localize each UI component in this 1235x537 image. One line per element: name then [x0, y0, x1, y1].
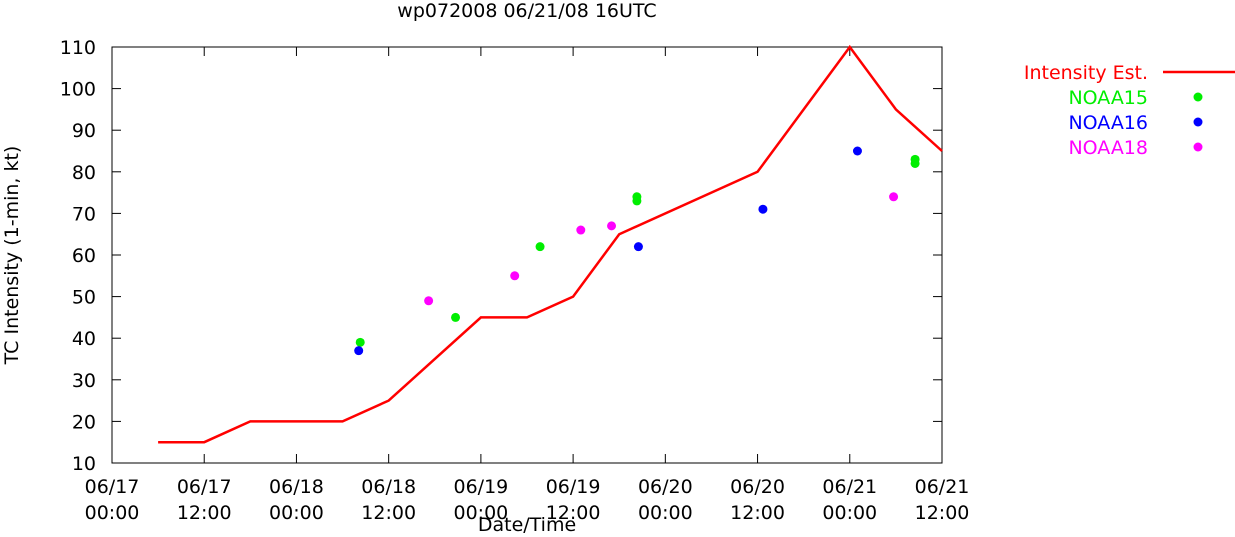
y-tick-label: 20 — [72, 411, 96, 433]
x-tick-label-date: 06/18 — [269, 476, 324, 498]
x-tick-label-time: 12:00 — [361, 502, 416, 524]
legend: Intensity Est. NOAA15 NOAA16 NOAA18 — [1024, 62, 1235, 159]
y-tick-label: 100 — [60, 79, 96, 101]
point-noaa16 — [758, 204, 768, 214]
point-noaa18 — [576, 225, 586, 235]
point-noaa15 — [632, 196, 642, 206]
x-tick-label-time: 12:00 — [546, 502, 601, 524]
x-tick-label-time: 12:00 — [177, 502, 232, 524]
point-noaa15 — [535, 242, 545, 252]
x-tick-label-time: 00:00 — [638, 502, 693, 524]
legend-label-noaa18: NOAA18 — [1068, 137, 1148, 159]
x-tick-label-date: 06/20 — [638, 476, 693, 498]
y-axis-label: TC Intensity (1-min, kt) — [1, 146, 23, 366]
chart-title: wp072008 06/21/08 16UTC — [397, 0, 656, 22]
legend-swatch-noaa16 — [1193, 117, 1203, 127]
point-noaa15 — [451, 312, 461, 322]
x-tick-label-date: 06/19 — [546, 476, 601, 498]
point-noaa16 — [852, 146, 862, 156]
y-tick-label: 70 — [72, 203, 96, 225]
series-line-intensity-est — [158, 44, 943, 444]
y-tick-label: 50 — [72, 287, 96, 309]
x-axis-label: Date/Time — [478, 514, 576, 533]
x-tick-label-date: 06/17 — [177, 476, 232, 498]
x-tick-label-date: 06/21 — [915, 476, 970, 498]
x-tick-label-date: 06/21 — [822, 476, 877, 498]
x-tick-label-date: 06/19 — [454, 476, 509, 498]
legend-swatch-noaa18 — [1193, 142, 1203, 152]
y-tick-label: 60 — [72, 245, 96, 267]
point-noaa18 — [607, 221, 617, 231]
point-noaa15 — [355, 337, 365, 347]
x-tick-label-date: 06/17 — [85, 476, 140, 498]
y-tick-label: 90 — [72, 120, 96, 142]
y-tick-label: 10 — [72, 453, 96, 475]
legend-swatch-noaa15 — [1193, 92, 1203, 102]
x-tick-label-time: 00:00 — [454, 502, 509, 524]
point-noaa18 — [889, 192, 899, 202]
point-noaa16 — [633, 242, 643, 252]
x-tick-label-time: 12:00 — [915, 502, 970, 524]
point-noaa18 — [510, 271, 520, 281]
legend-label-intensity-est: Intensity Est. — [1024, 62, 1148, 84]
y-tick-label: 30 — [72, 370, 96, 392]
point-noaa16 — [354, 346, 364, 356]
x-tick-label-time: 12:00 — [730, 502, 785, 524]
x-tick-label-time: 00:00 — [269, 502, 324, 524]
x-tick-label-date: 06/20 — [730, 476, 785, 498]
plot-frame — [111, 46, 943, 464]
x-tick-label-time: 00:00 — [822, 502, 877, 524]
y-tick-label: 110 — [60, 37, 96, 59]
point-noaa15 — [910, 158, 920, 168]
legend-label-noaa15: NOAA15 — [1068, 87, 1148, 109]
x-tick-label-date: 06/18 — [361, 476, 416, 498]
y-tick-label: 80 — [72, 162, 96, 184]
point-noaa18 — [424, 296, 434, 306]
y-tick-label: 40 — [72, 328, 96, 350]
legend-label-noaa16: NOAA16 — [1068, 112, 1148, 134]
x-tick-label-time: 00:00 — [85, 502, 140, 524]
